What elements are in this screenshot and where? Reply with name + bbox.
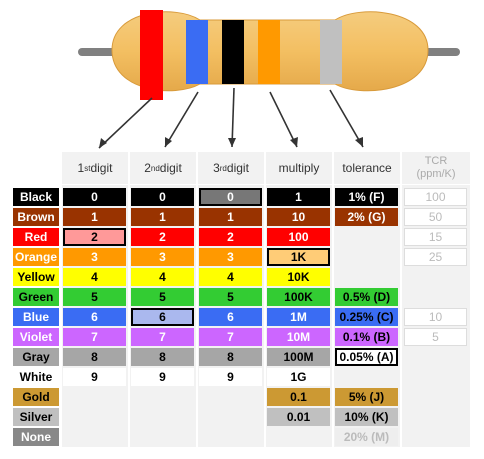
color-label: Gray — [13, 348, 59, 366]
digit-cell: 0 — [131, 188, 194, 206]
color-label: Brown — [13, 208, 59, 226]
arrow-head — [290, 137, 298, 147]
tcr-cell: 100 — [404, 188, 467, 206]
digit-cell: 6 — [131, 308, 194, 326]
arrow-head — [165, 137, 172, 147]
digit-cell: 3 — [199, 248, 262, 266]
band-4 — [258, 20, 280, 84]
tcr-cell: 10 — [404, 308, 467, 326]
color-label: Red — [13, 228, 59, 246]
digit-cell: 6 — [63, 308, 126, 326]
multiplier-cell: 10 — [267, 208, 330, 226]
tolerance-cell: 1% (F) — [335, 188, 398, 206]
tolerance-cell: 0.25% (C) — [335, 308, 398, 326]
digit-cell: 3 — [131, 248, 194, 266]
tolerance-cell: 5% (J) — [335, 388, 398, 406]
digit-cell: 7 — [63, 328, 126, 346]
color-label: Green — [13, 288, 59, 306]
digit-cell: 4 — [63, 268, 126, 286]
digit-cell: 2 — [63, 228, 126, 246]
multiplier-cell: 0.01 — [267, 408, 330, 426]
digit-cell: 9 — [63, 368, 126, 386]
digit-cell: 1 — [131, 208, 194, 226]
digit-cell: 2 — [199, 228, 262, 246]
tcr-cell: 5 — [404, 328, 467, 346]
multiplier-cell: 0.1 — [267, 388, 330, 406]
digit-cell: 7 — [199, 328, 262, 346]
digit-cell: 2 — [131, 228, 194, 246]
multiplier-cell: 100M — [267, 348, 330, 366]
arrow-head — [355, 137, 363, 147]
header-tcr: TCR (ppm/K) — [402, 152, 470, 184]
tolerance-cell: 20% (M) — [335, 428, 398, 446]
band-5 — [320, 20, 342, 84]
tolerance-cell: 0.5% (D) — [335, 288, 398, 306]
digit-cell: 4 — [131, 268, 194, 286]
digit-cell: 8 — [199, 348, 262, 366]
color-label: White — [13, 368, 59, 386]
tolerance-cell: 2% (G) — [335, 208, 398, 226]
color-label: Blue — [13, 308, 59, 326]
multiplier-cell: 1K — [267, 248, 330, 266]
pointer-arrows — [98, 87, 364, 149]
color-label: Orange — [13, 248, 59, 266]
color-label: Gold — [13, 388, 59, 406]
header-multiply: multiply — [266, 152, 332, 184]
arrow-head — [99, 138, 107, 148]
color-label: None — [13, 428, 59, 446]
right-lead — [420, 48, 460, 56]
color-label: Violet — [13, 328, 59, 346]
multiplier-cell: 1 — [267, 188, 330, 206]
multiplier-cell: 100 — [267, 228, 330, 246]
digit-cell: 0 — [199, 188, 262, 206]
digit-cell: 4 — [199, 268, 262, 286]
multiplier-cell: 1M — [267, 308, 330, 326]
tolerance-cell: 10% (K) — [335, 408, 398, 426]
digit-cell: 0 — [63, 188, 126, 206]
header-tolerance: tolerance — [334, 152, 400, 184]
tcr-cell: 25 — [404, 248, 467, 266]
band-3 — [222, 20, 244, 84]
tolerance-cell: 0.1% (B) — [335, 328, 398, 346]
resistor-diagram — [78, 10, 460, 149]
tolerance-cell: 0.05% (A) — [335, 348, 398, 366]
arrow-head — [228, 138, 236, 147]
digit-cell: 8 — [63, 348, 126, 366]
digit-cell: 8 — [131, 348, 194, 366]
band-2 — [186, 20, 208, 84]
left-lead — [78, 48, 118, 56]
digit-cell: 6 — [199, 308, 262, 326]
multiplier-cell: 100K — [267, 288, 330, 306]
multiplier-cell: 10M — [267, 328, 330, 346]
band-1 — [140, 10, 163, 100]
digit-cell: 1 — [199, 208, 262, 226]
digit-cell: 5 — [131, 288, 194, 306]
tcr-cell: 50 — [404, 208, 467, 226]
digit-cell: 3 — [63, 248, 126, 266]
tcr-cell: 15 — [404, 228, 467, 246]
color-label: Black — [13, 188, 59, 206]
multiplier-cell: 1G — [267, 368, 330, 386]
digit-cell: 9 — [131, 368, 194, 386]
digit-cell: 9 — [199, 368, 262, 386]
digit-cell: 5 — [199, 288, 262, 306]
color-label: Yellow — [13, 268, 59, 286]
color-label: Silver — [13, 408, 59, 426]
multiplier-cell: 10K — [267, 268, 330, 286]
digit-cell: 7 — [131, 328, 194, 346]
digit-cell: 1 — [63, 208, 126, 226]
digit-cell: 5 — [63, 288, 126, 306]
